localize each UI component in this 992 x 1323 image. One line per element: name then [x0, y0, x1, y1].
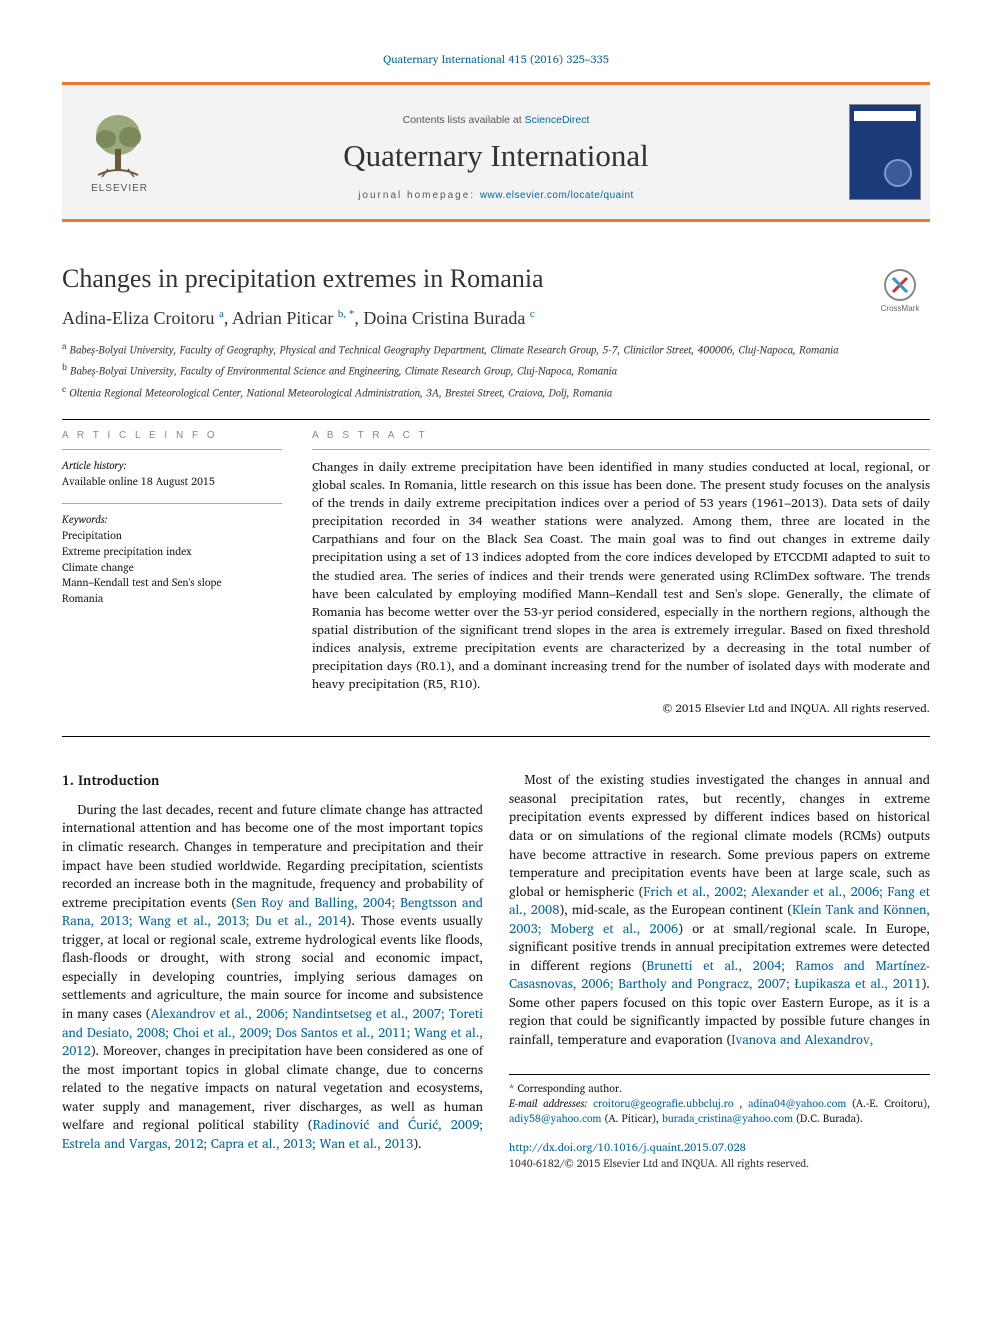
keywords-list: PrecipitationExtreme precipitation index…	[62, 526, 222, 607]
text-run: ).	[413, 1133, 421, 1154]
sciencedirect-link[interactable]: ScienceDirect	[525, 114, 590, 126]
email-link[interactable]: burada_cristina@yahoo.com	[662, 1109, 793, 1127]
article-info-label: A R T I C L E I N F O	[62, 430, 282, 441]
affiliation: c Oltenia Regional Meteorological Center…	[62, 382, 930, 401]
contents-available-line: Contents lists available at ScienceDirec…	[152, 114, 840, 126]
article-info-panel: A R T I C L E I N F O Article history: A…	[62, 430, 282, 719]
journal-title: Quaternary International	[152, 138, 840, 174]
elsevier-tree-icon	[88, 111, 148, 181]
history-line: Available online 18 August 2015	[62, 472, 215, 490]
journal-masthead: ELSEVIER Contents lists available at Sci…	[62, 82, 930, 222]
body-para-1: During the last decades, recent and futu…	[62, 801, 483, 1153]
divider	[62, 419, 930, 420]
citation-link[interactable]: Ivanova and Alexandrov,	[731, 1029, 873, 1050]
body-para-2: Most of the existing studies investigate…	[509, 771, 930, 1049]
journal-citation: Quaternary International 415 (2016) 325–…	[62, 50, 930, 68]
email-line: E-mail addresses: croitoru@geografie.ubb…	[509, 1096, 930, 1126]
crossmark-label: CrossMark	[881, 304, 920, 313]
divider	[62, 736, 930, 737]
article-title: Changes in precipitation extremes in Rom…	[62, 264, 930, 294]
issn-copyright-line: 1040-6182/© 2015 Elsevier Ltd and INQUA.…	[509, 1156, 930, 1171]
publisher-logo: ELSEVIER	[62, 85, 152, 219]
journal-cover-thumbnail	[840, 85, 930, 219]
abstract-copyright: © 2015 Elsevier Ltd and INQUA. All right…	[312, 699, 930, 718]
author-list: Adina-Eliza Croitoru a, Adrian Piticar b…	[62, 308, 930, 329]
journal-homepage-line: journal homepage: www.elsevier.com/locat…	[152, 190, 840, 201]
publisher-name: ELSEVIER	[91, 183, 148, 194]
contents-prefix: Contents lists available at	[403, 114, 525, 126]
email-link[interactable]: adiy58@yahoo.com	[509, 1109, 602, 1127]
crossmark-badge[interactable]: CrossMark	[870, 268, 930, 313]
section-heading-intro: 1. Introduction	[62, 771, 483, 791]
homepage-prefix: journal homepage:	[358, 190, 480, 201]
abstract-text: Changes in daily extreme precipitation h…	[312, 458, 930, 694]
abstract-label: A B S T R A C T	[312, 430, 930, 441]
crossmark-icon	[883, 268, 917, 302]
affiliation: b Babeș-Bolyai University, Faculty of En…	[62, 360, 930, 379]
affiliation: a Babeș-Bolyai University, Faculty of Ge…	[62, 339, 930, 358]
corresponding-author-footer: * Corresponding author. E-mail addresses…	[509, 1074, 930, 1172]
journal-homepage-link[interactable]: www.elsevier.com/locate/quaint	[480, 190, 634, 201]
abstract-panel: A B S T R A C T Changes in daily extreme…	[312, 430, 930, 719]
article-body: 1. Introduction During the last decades,…	[62, 771, 930, 1171]
